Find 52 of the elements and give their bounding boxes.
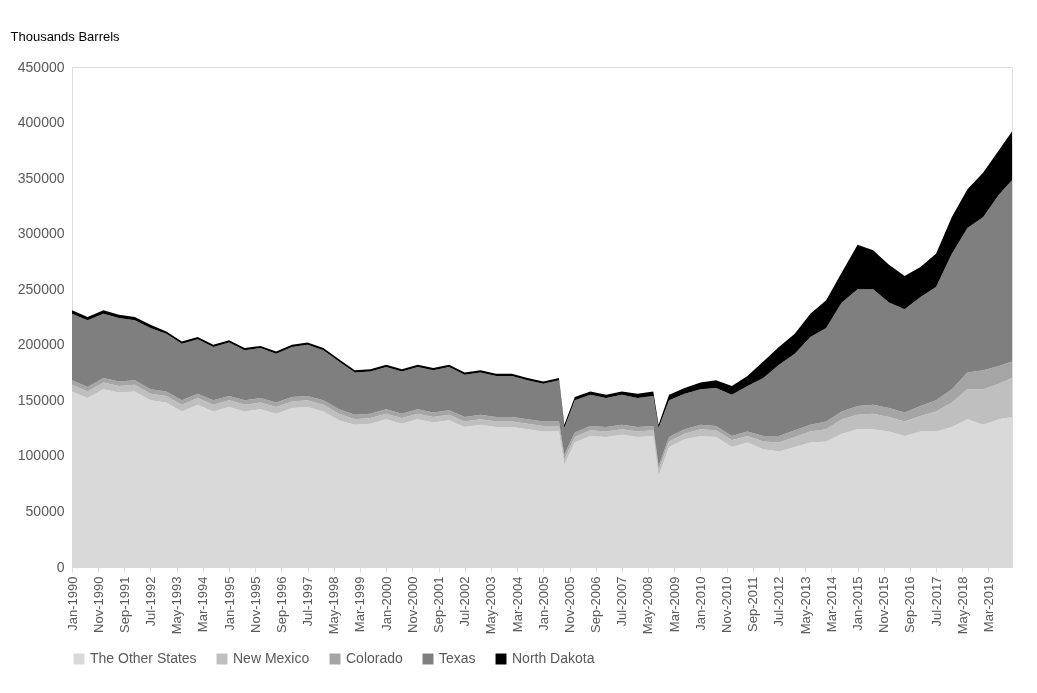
x-tick-label: Jul-2017 <box>928 576 944 627</box>
y-tick-label: 0 <box>56 558 65 575</box>
y-axis-title: Thousands Barrels <box>10 28 121 44</box>
x-tick-label: May-1993 <box>169 576 185 635</box>
x-tick-label: Jan-2010 <box>692 576 708 631</box>
y-tick-label: 250000 <box>17 280 65 297</box>
x-tick-label: Jul-1997 <box>300 576 316 627</box>
x-tick-label: Jul-1992 <box>142 576 158 627</box>
x-tick-label: Jan-1995 <box>221 576 237 631</box>
legend-label: North Dakota <box>512 650 595 666</box>
legend-label: New Mexico <box>233 650 310 666</box>
y-tick-label: 350000 <box>17 169 65 186</box>
x-tick-label: Sep-1996 <box>273 576 289 633</box>
x-tick-label: Sep-2001 <box>431 576 447 633</box>
x-tick-label: May-1998 <box>326 576 342 635</box>
x-tick-label: Jan-2005 <box>535 576 551 631</box>
x-tick-label: Mar-2019 <box>980 576 996 633</box>
x-tick-label: Jul-2007 <box>614 576 630 627</box>
y-tick-label: 200000 <box>17 336 65 353</box>
x-tick-label: Jan-1990 <box>64 576 80 631</box>
x-tick-label: Nov-2000 <box>404 576 420 633</box>
x-tick-label: Jan-2015 <box>850 576 866 631</box>
x-tick-label: Nov-1990 <box>90 576 106 633</box>
x-tick-label: Nov-1995 <box>247 576 263 633</box>
y-tick-label: 50000 <box>25 502 65 519</box>
x-tick-label: May-2008 <box>640 576 656 635</box>
x-tick-label: Sep-2011 <box>745 576 761 632</box>
x-tick-label: Jul-2012 <box>771 576 787 627</box>
y-tick-label: 400000 <box>17 114 65 131</box>
x-tick-label: Jul-2002 <box>457 576 473 627</box>
x-tick-label: Mar-2014 <box>823 576 839 633</box>
x-tick-label: Mar-1994 <box>195 576 211 633</box>
x-tick-label: Sep-1991 <box>116 576 132 633</box>
y-tick-label: 100000 <box>17 447 65 464</box>
x-tick-label: Sep-2006 <box>588 576 604 633</box>
legend-label: Colorado <box>346 650 404 666</box>
x-tick-label: May-2013 <box>797 576 813 635</box>
x-tick-label: Mar-1999 <box>352 576 368 633</box>
x-tick-label: May-2003 <box>483 576 499 635</box>
x-tick-label: Jan-2000 <box>378 576 394 631</box>
x-tick-label: Mar-2009 <box>666 576 682 633</box>
y-tick-label: 150000 <box>17 391 65 408</box>
legend-label: The Other States <box>90 650 197 666</box>
x-tick-label: Mar-2004 <box>509 576 525 633</box>
y-tick-label: 450000 <box>17 58 65 75</box>
x-tick-label: Sep-2016 <box>902 576 918 633</box>
y-tick-label: 300000 <box>17 225 65 242</box>
x-tick-label: Nov-2015 <box>876 576 892 633</box>
x-tick-label: May-2018 <box>954 576 970 635</box>
legend-label: Texas <box>439 650 476 666</box>
x-tick-label: Nov-2005 <box>562 576 578 633</box>
x-tick-label: Nov-2010 <box>719 576 735 633</box>
